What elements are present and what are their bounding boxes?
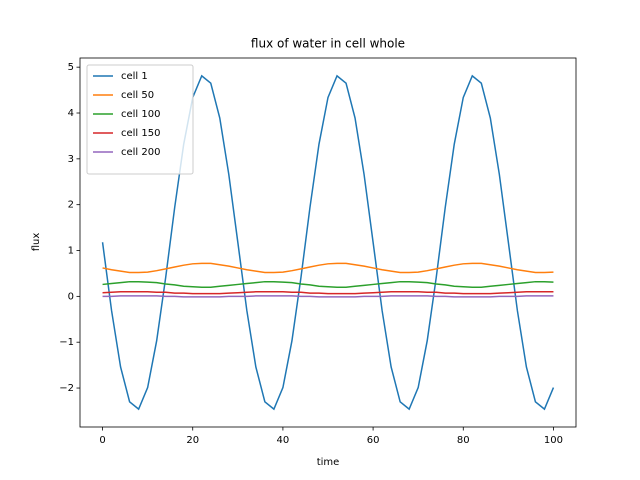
y-tick-label: 4 bbox=[68, 108, 74, 119]
series-line bbox=[102, 291, 554, 295]
y-tick-label: −1 bbox=[59, 337, 74, 348]
y-tick-label: 5 bbox=[68, 62, 74, 73]
legend-box bbox=[86, 64, 194, 175]
y-tick-label: 1 bbox=[68, 246, 74, 257]
legend-label: cell 100 bbox=[121, 109, 160, 120]
x-tick-label: 20 bbox=[186, 435, 199, 446]
axes-frame bbox=[79, 57, 577, 428]
legend-label: cell 50 bbox=[121, 90, 154, 101]
x-axis-label: time bbox=[317, 457, 340, 468]
y-tick-label: 0 bbox=[68, 291, 74, 302]
y-tick-label: 3 bbox=[68, 154, 74, 165]
legend-label: cell 1 bbox=[121, 71, 148, 82]
x-tick-label: 60 bbox=[367, 435, 380, 446]
y-tick-label: −2 bbox=[59, 383, 74, 394]
y-tick-label: 2 bbox=[68, 200, 74, 211]
legend-label: cell 200 bbox=[121, 147, 160, 158]
x-tick-label: 100 bbox=[544, 435, 563, 446]
legend: cell 1 cell 50 cell 100 cell 150 cell 200 bbox=[86, 64, 194, 175]
series-line bbox=[101, 74, 555, 411]
series-line bbox=[102, 262, 554, 274]
x-tick-label: 0 bbox=[99, 435, 105, 446]
x-tick-label: 80 bbox=[457, 435, 470, 446]
legend-label: cell 150 bbox=[121, 128, 160, 139]
y-axis-label: flux bbox=[31, 233, 42, 252]
chart-title: flux of water in cell whole bbox=[251, 37, 405, 51]
x-tick-label: 40 bbox=[277, 435, 290, 446]
series-line bbox=[102, 295, 554, 298]
series-line bbox=[102, 280, 554, 288]
